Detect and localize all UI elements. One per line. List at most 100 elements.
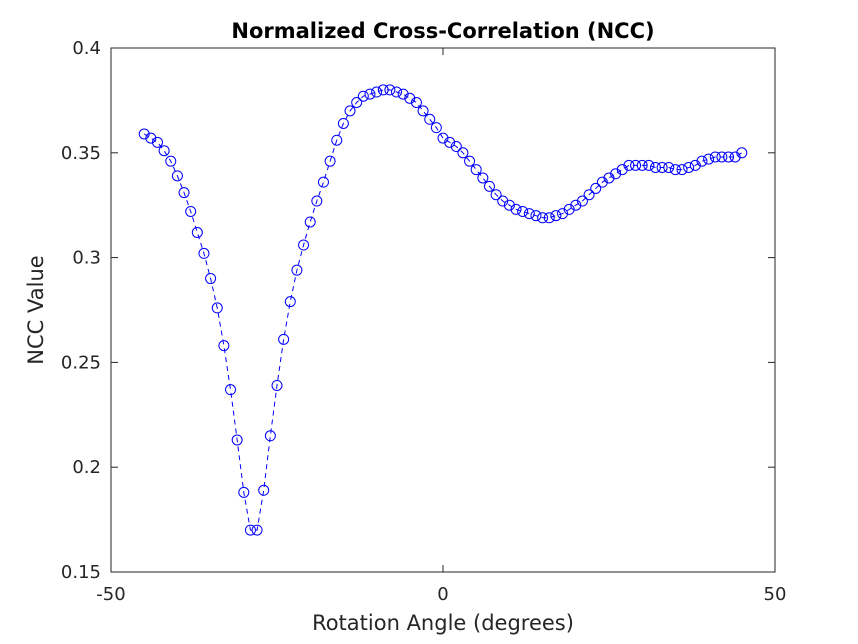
data-point-marker [191,226,203,238]
data-point-marker [391,86,403,98]
data-point-marker [530,210,542,222]
data-point-marker [550,210,562,222]
data-point-marker [251,524,263,536]
y-tick-label: 0.35 [61,143,101,164]
tick-labels: -50 0 50 0.15 0.2 0.25 0.3 0.35 0.4 [61,38,787,605]
data-point-marker [238,486,250,498]
data-point-marker [437,132,449,144]
data-point-marker [676,164,688,176]
data-point-marker [211,302,223,314]
data-point-marker [630,159,642,171]
data-point-marker [384,84,396,96]
data-point-marker [291,264,303,276]
data-point-marker [643,159,655,171]
y-axis-label: NCC Value [24,255,48,364]
data-point-marker [616,164,628,176]
data-point-marker [696,155,708,167]
data-point-marker [278,333,290,345]
data-point-marker [231,434,243,446]
data-point-marker [517,205,529,217]
data-point-marker [317,176,329,188]
data-point-marker [557,208,569,220]
data-point-marker [271,379,283,391]
ncc-series-line [143,89,743,531]
data-point-marker [689,159,701,171]
data-point-marker [497,195,509,207]
data-point-marker [337,117,349,129]
data-point-marker [331,134,343,146]
data-point-marker [304,216,316,228]
data-point-marker [404,92,416,104]
data-point-marker [490,189,502,201]
data-point-marker [218,340,230,352]
data-point-marker [603,172,615,184]
data-point-marker [357,90,369,102]
data-point-marker [477,172,489,184]
data-point-marker [151,136,163,148]
data-point-marker [324,155,336,167]
data-point-marker [623,159,635,171]
data-point-marker [663,161,675,173]
data-point-marker [351,97,363,108]
chart-title: Normalized Cross-Correlation (NCC) [231,19,654,43]
data-point-marker [244,524,256,536]
data-point-marker [444,136,456,148]
data-point-marker [377,84,389,96]
data-point-marker [576,195,588,207]
data-point-marker [736,147,748,159]
data-point-marker [258,484,270,496]
data-point-marker [430,122,442,134]
data-point-marker [669,164,681,176]
x-tick-label: 50 [764,584,787,605]
data-point-marker [464,155,476,167]
data-point-marker [716,151,728,163]
data-point-marker [171,170,183,182]
ncc-series-markers [138,84,748,536]
data-point-marker [503,199,515,211]
data-point-marker [537,212,549,224]
data-point-marker [284,296,296,308]
data-point-marker [298,239,310,251]
data-point-marker [596,176,608,188]
data-point-marker [610,168,622,180]
data-point-marker [703,153,715,165]
data-point-marker [364,88,376,100]
data-point-marker [729,151,741,163]
plot-frame [110,47,776,573]
data-point-marker [470,164,482,176]
data-point-marker [723,151,735,163]
x-tick-label: 0 [437,584,448,605]
data-point-marker [450,141,462,153]
data-point-marker [636,159,648,171]
data-point-marker [371,86,383,98]
axis-ticks [110,47,776,573]
data-point-marker [523,208,535,220]
data-point-marker [570,199,582,211]
data-point-marker [656,161,668,173]
data-point-marker [417,105,429,117]
data-point-marker [410,97,422,108]
data-point-marker [165,155,177,167]
data-point-marker [138,128,150,140]
data-point-marker [397,88,409,100]
data-point-marker [178,187,190,199]
y-tick-label: 0.15 [61,562,101,583]
data-point-marker [264,430,276,442]
data-point-marker [583,189,595,201]
data-point-marker [185,205,197,217]
data-point-marker [424,113,436,125]
y-tick-label: 0.25 [61,352,101,373]
data-point-marker [483,180,495,192]
data-point-marker [543,212,555,224]
data-point-marker [145,132,157,144]
data-point-marker [158,145,170,157]
y-tick-label: 0.2 [72,457,101,478]
data-point-marker [344,105,356,117]
data-point-marker [311,195,323,207]
y-tick-label: 0.4 [72,38,101,59]
x-tick-label: -50 [96,584,125,605]
data-point-marker [649,161,661,173]
data-point-marker [563,203,575,215]
data-point-marker [225,384,237,396]
